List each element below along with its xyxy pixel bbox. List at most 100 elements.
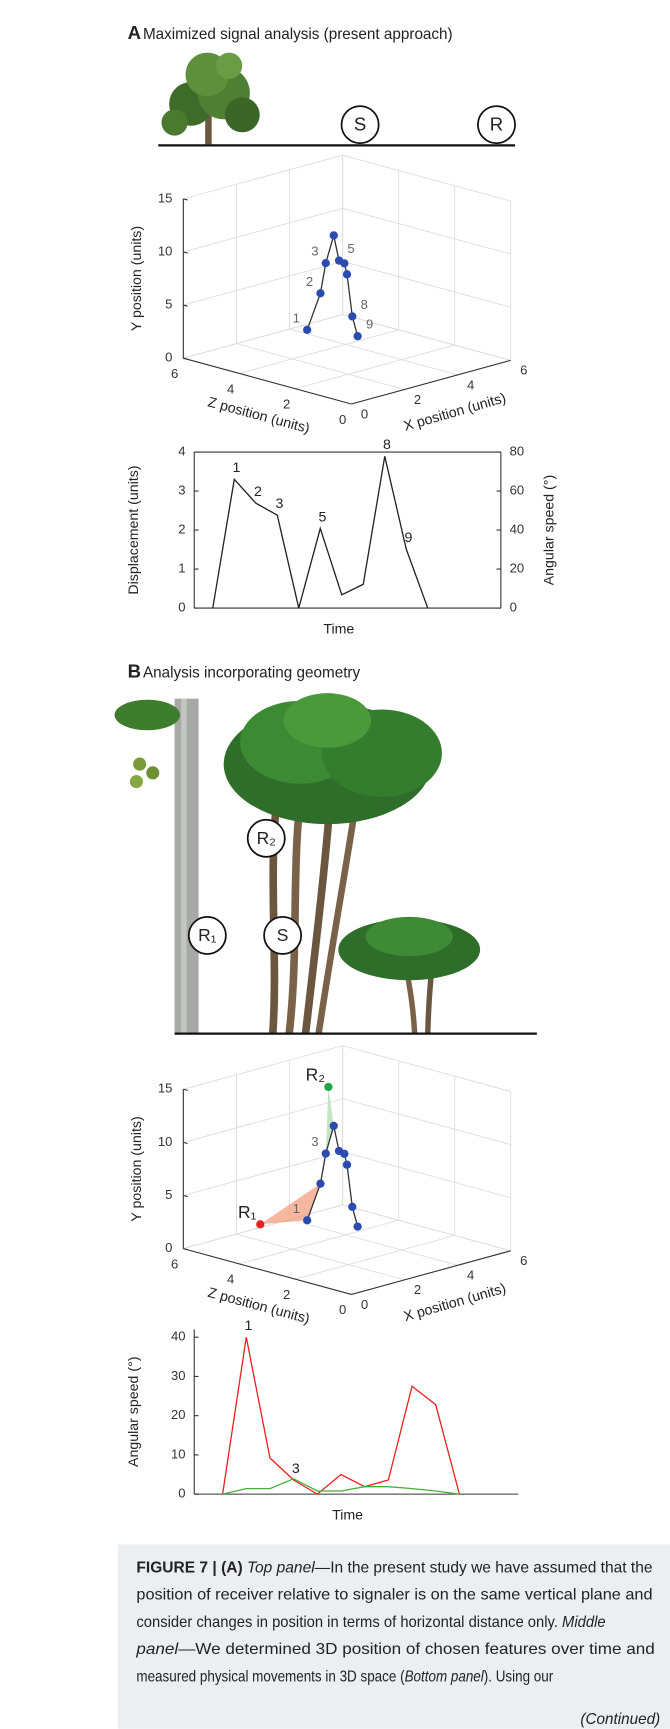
caption-text: Bottom panel xyxy=(405,1669,485,1686)
point-label: 2 xyxy=(254,484,262,500)
y-tick-label: 5 xyxy=(165,297,172,312)
y-tick-label: 4 xyxy=(178,443,185,458)
x-tick-label: 6 xyxy=(520,1253,527,1268)
z-tick-label: 6 xyxy=(171,366,178,381)
point-label: 3 xyxy=(311,1134,318,1149)
y-tick-label: 5 xyxy=(165,1187,172,1202)
receiver-label: R xyxy=(490,114,503,135)
point-label: 1 xyxy=(245,1318,253,1334)
y2-axis-label: Angular speed (°) xyxy=(542,475,558,585)
page: A Maximized signal analysis (present app… xyxy=(0,0,670,1729)
panel-title: Analysis incorporating geometry xyxy=(143,665,361,682)
z-tick-label: 0 xyxy=(339,1302,346,1317)
y2-tick-label: 80 xyxy=(510,443,525,458)
signaler-label: S xyxy=(354,114,366,135)
caption-text: —In the present study we have assumed th… xyxy=(315,1559,653,1576)
y-tick-label: 10 xyxy=(171,1446,186,1461)
z-tick-label: 6 xyxy=(171,1256,178,1271)
caption-text: consider changes in position in terms of… xyxy=(136,1614,558,1631)
signaler-label: S xyxy=(277,925,289,945)
point-label: 1 xyxy=(293,310,300,325)
caption-line: consider changes in position in terms of… xyxy=(136,1614,605,1631)
point-label: 8 xyxy=(361,297,368,312)
caption-text: Top panel xyxy=(247,1559,315,1576)
y-tick-label: 2 xyxy=(178,521,185,536)
data-point xyxy=(322,1149,330,1157)
y2-tick-label: 20 xyxy=(510,561,525,576)
receiver-label: R₂ xyxy=(257,828,276,848)
y-tick-label: 1 xyxy=(178,561,185,576)
data-point xyxy=(322,259,330,267)
data-point xyxy=(316,289,324,297)
data-point xyxy=(348,1203,356,1211)
y-tick-label: 20 xyxy=(171,1407,186,1422)
data-point xyxy=(340,1150,348,1158)
y-axis-label: Displacement (units) xyxy=(126,465,142,594)
y2-tick-label: 60 xyxy=(510,482,525,497)
y-tick-label: 15 xyxy=(158,190,173,205)
data-point xyxy=(330,231,338,239)
y2-tick-label: 40 xyxy=(510,521,525,536)
x-axis-label: Time xyxy=(323,622,354,638)
data-point xyxy=(343,1161,351,1169)
caption-line: panel—We determined 3D position of chose… xyxy=(135,1641,654,1658)
x-tick-label: 4 xyxy=(467,1268,474,1283)
caption-text: measured physical movements in 3D space … xyxy=(136,1669,405,1686)
continued-note: (Continued) xyxy=(580,1711,660,1728)
y-tick-label: 0 xyxy=(165,1240,172,1255)
z-tick-label: 2 xyxy=(283,397,290,412)
data-point xyxy=(330,1122,338,1130)
data-point xyxy=(303,1216,311,1224)
z-tick-label: 4 xyxy=(227,1272,234,1287)
caption-text: panel xyxy=(135,1641,178,1658)
receiver-label: R₁ xyxy=(238,1202,257,1222)
caption-line: measured physical movements in 3D space … xyxy=(136,1669,553,1686)
y-tick-label: 15 xyxy=(158,1081,173,1096)
y-tick-label: 0 xyxy=(165,350,172,365)
data-point xyxy=(353,1222,361,1230)
caption-text: Middle xyxy=(562,1614,606,1631)
caption-text: ). Using our xyxy=(484,1669,553,1686)
receiver-point xyxy=(324,1083,332,1091)
z-tick-label: 0 xyxy=(339,412,346,427)
point-label: 9 xyxy=(404,530,412,546)
data-point xyxy=(348,312,356,320)
y-axis-label: Angular speed (°) xyxy=(126,1357,142,1467)
point-label: 3 xyxy=(311,244,318,259)
data-point xyxy=(316,1180,324,1188)
point-label: 3 xyxy=(292,1461,300,1477)
caption-text: FIGURE 7 | (A) xyxy=(136,1559,242,1576)
panel-label: B xyxy=(128,660,141,681)
y-tick-label: 3 xyxy=(178,482,185,497)
receiver-point xyxy=(256,1220,264,1228)
y-tick-label: 40 xyxy=(171,1329,186,1344)
x-axis-label: Time xyxy=(332,1508,363,1524)
x-tick-label: 2 xyxy=(414,392,421,407)
data-point xyxy=(353,332,361,340)
x-tick-label: 2 xyxy=(414,1282,421,1297)
x-tick-label: 0 xyxy=(361,1297,368,1312)
receiver-label: R₂ xyxy=(306,1065,325,1085)
panel-title: Maximized signal analysis (present appro… xyxy=(143,26,453,43)
y-tick-label: 30 xyxy=(171,1368,186,1383)
caption-line: FIGURE 7 | (A) Top panel—In the present s… xyxy=(136,1559,652,1576)
y-tick-label: 0 xyxy=(178,1486,185,1501)
z-tick-label: 2 xyxy=(283,1287,290,1302)
panel-label: A xyxy=(128,22,141,43)
point-label: 1 xyxy=(293,1201,300,1216)
data-point xyxy=(303,326,311,334)
x-tick-label: 4 xyxy=(467,377,474,392)
x-tick-label: 6 xyxy=(520,363,527,378)
caption-line: position of receiver relative to signale… xyxy=(136,1587,652,1604)
data-point xyxy=(340,259,348,267)
caption-text: position of receiver relative to signale… xyxy=(136,1587,652,1604)
background xyxy=(0,0,670,1728)
z-tick-label: 4 xyxy=(227,381,234,396)
receiver-label: R₁ xyxy=(198,925,217,945)
y-axis-label: Y position (units) xyxy=(129,1116,145,1221)
point-label: 8 xyxy=(383,437,391,453)
point-label: 1 xyxy=(233,460,241,476)
y-tick-label: 0 xyxy=(178,600,185,615)
point-label: 9 xyxy=(366,317,373,332)
y2-tick-label: 0 xyxy=(510,600,517,615)
